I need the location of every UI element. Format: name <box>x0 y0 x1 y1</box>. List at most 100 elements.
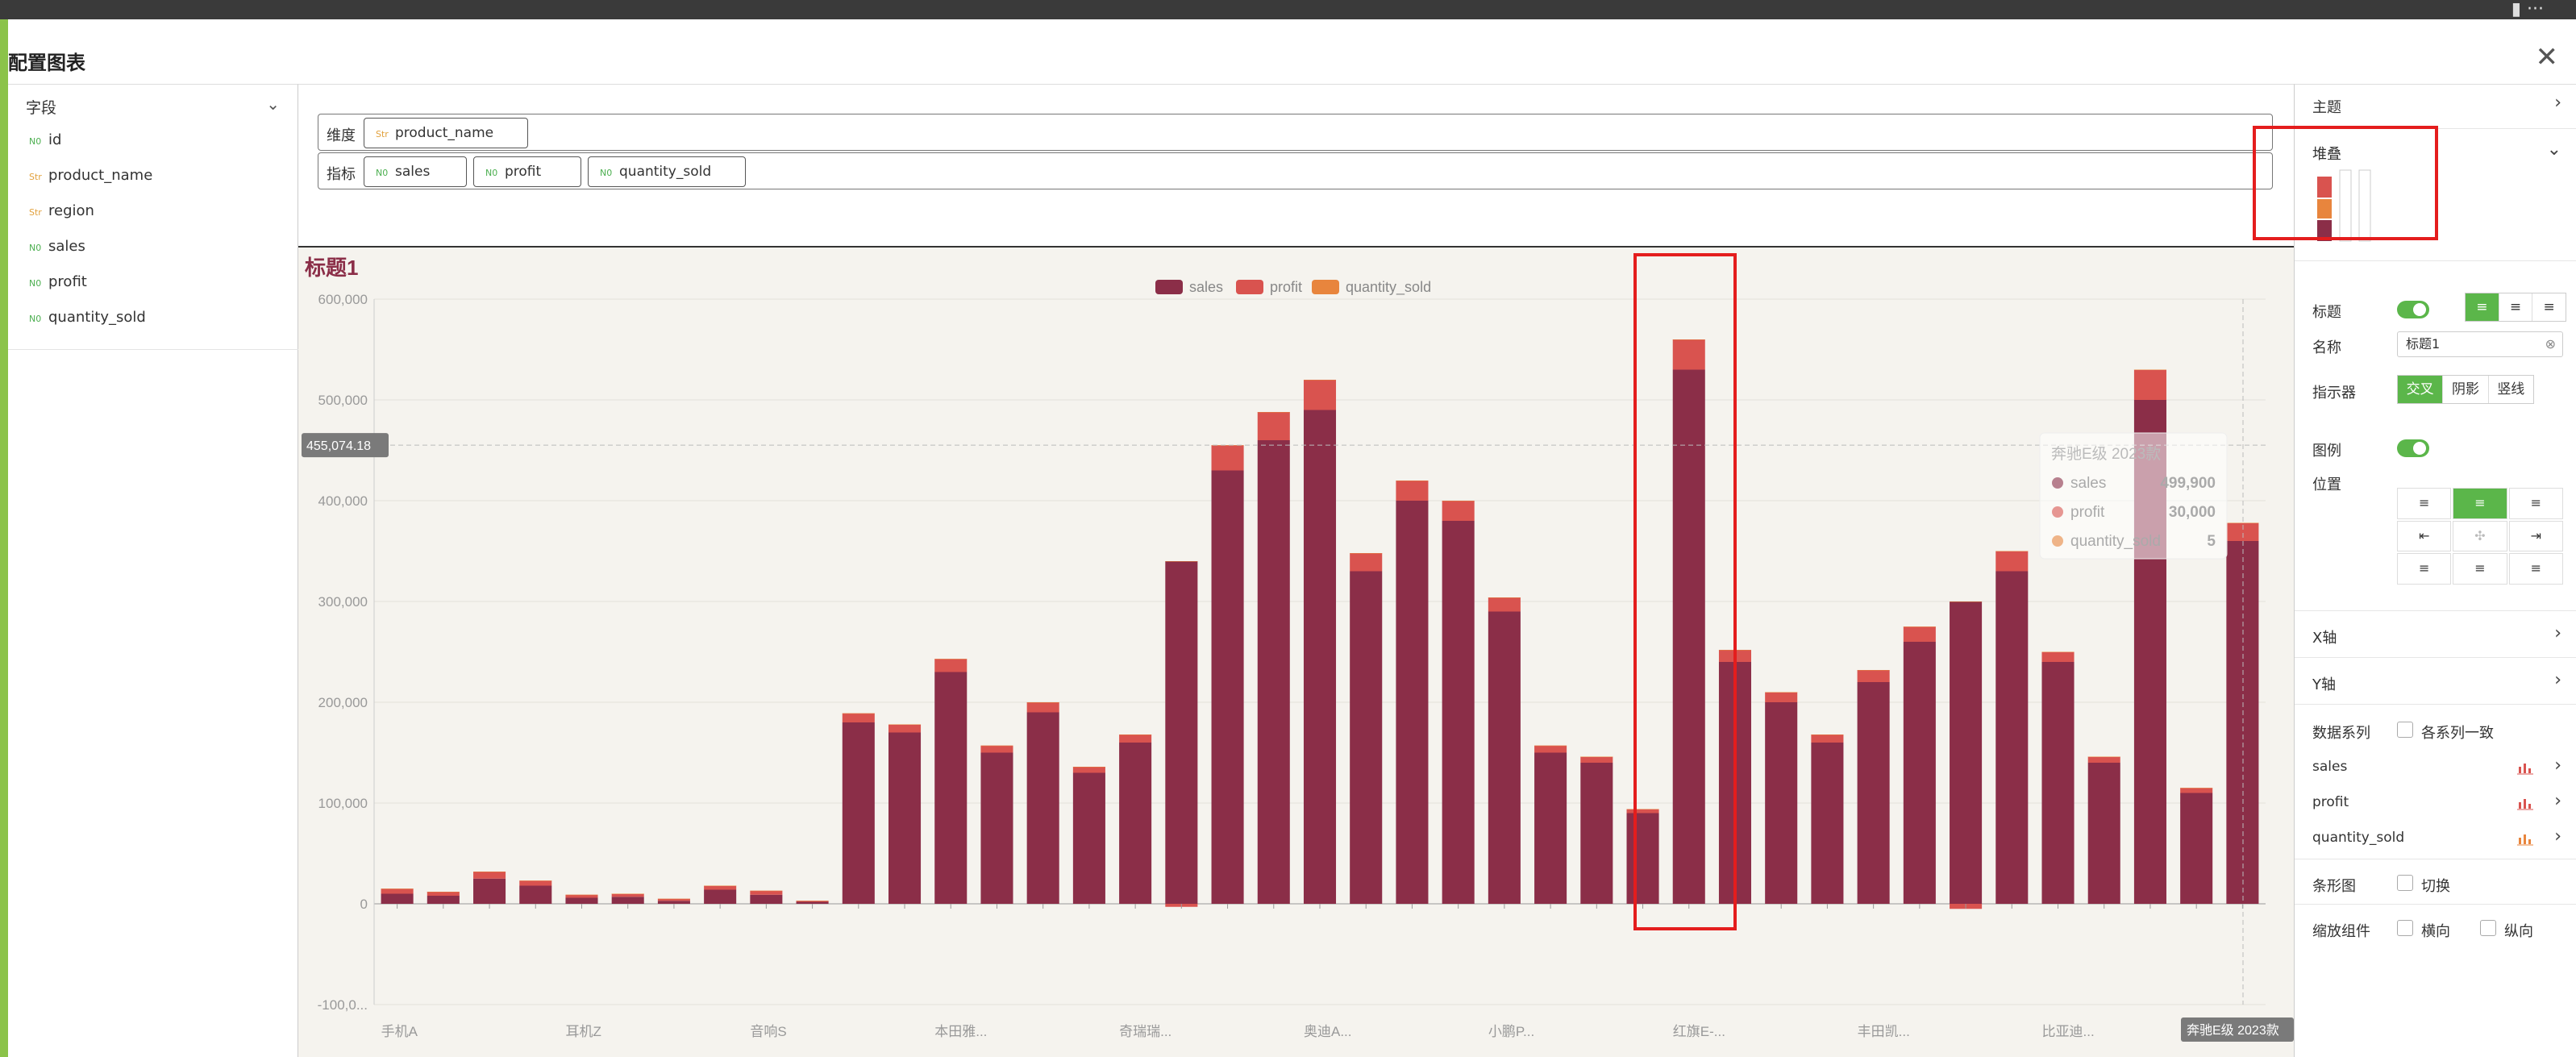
field-item-product-name[interactable]: Str product_name <box>29 167 152 184</box>
tooltip-marker <box>2052 535 2063 547</box>
chevron-right-icon[interactable]: › <box>2554 826 2561 847</box>
field-item-sales[interactable]: N0 sales <box>29 238 85 255</box>
bar-profit <box>611 893 644 897</box>
number-type-icon: N0 <box>29 136 42 147</box>
zoom-horizontal-checkbox[interactable] <box>2397 920 2413 936</box>
indicator-cross[interactable]: 交叉 <box>2398 376 2444 403</box>
position-top-center[interactable]: ≡ <box>2453 488 2507 519</box>
position-top-left[interactable]: ≡ <box>2397 488 2452 519</box>
x-tick-label: 奇瑞瑞... <box>1119 1024 1171 1039</box>
series-consistent-label: 各系列一致 <box>2421 725 2494 742</box>
stack-swatch-sales <box>2317 220 2332 241</box>
number-type-icon: N0 <box>29 278 42 289</box>
measure-pill-sales[interactable]: N0 sales <box>364 156 467 187</box>
series-item-quantity-sold[interactable]: quantity_sold <box>2312 830 2405 846</box>
legend-position-grid[interactable]: ≡ ≡ ≡ ⇤ ✣ ⇥ ≡ ≡ ≡ <box>2397 488 2563 585</box>
stack-option-3[interactable] <box>2358 169 2371 242</box>
field-item-id[interactable]: N0 id <box>29 131 61 148</box>
bar-quantity-sold <box>1903 626 1936 627</box>
string-type-icon: Str <box>376 129 389 139</box>
bar-profit <box>934 659 968 672</box>
close-icon[interactable]: ✕ <box>2535 41 2559 73</box>
tooltip-series-name: sales <box>2070 475 2106 492</box>
dimension-pill-product-name[interactable]: Str product_name <box>364 118 528 148</box>
chevron-down-icon[interactable]: ⌄ <box>266 94 280 114</box>
dimension-shelf[interactable]: 维度 Str product_name <box>318 114 2273 151</box>
align-center-icon[interactable]: ≡ <box>2499 293 2533 321</box>
chevron-down-icon[interactable]: ⌄ <box>2546 139 2561 160</box>
position-bottom-left[interactable]: ≡ <box>2397 553 2452 585</box>
field-name: quantity_sold <box>48 309 146 326</box>
measure-pill-profit[interactable]: N0 profit <box>473 156 581 187</box>
field-item-quantity-sold[interactable]: N0 quantity_sold <box>29 309 146 326</box>
chart-canvas[interactable]: 标题1 sales profit quantity_sold 600,000 500,00… <box>298 246 2294 1057</box>
position-bottom-right[interactable]: ≡ <box>2508 553 2563 585</box>
chevron-right-icon[interactable]: › <box>2554 670 2561 690</box>
tooltip-title: 奔驰E级 2023款 <box>2051 445 2161 463</box>
stack-option-2[interactable] <box>2339 169 2352 242</box>
chevron-right-icon[interactable]: › <box>2554 755 2561 776</box>
bar-profit <box>1026 702 1059 713</box>
chevron-right-icon[interactable]: › <box>2554 791 2561 811</box>
bar-quantity-sold <box>1672 339 1705 340</box>
bar-profit <box>1072 767 1105 773</box>
theme-label[interactable]: 主题 <box>2312 99 2341 116</box>
clear-icon[interactable]: ⊗ <box>2545 336 2556 352</box>
series-item-sales[interactable]: sales <box>2312 759 2348 775</box>
bar-profit <box>1442 501 1475 521</box>
bar-switch-checkbox[interactable] <box>2397 875 2413 891</box>
field-item-region[interactable]: Str region <box>29 202 94 219</box>
stacked-bar-chart[interactable]: 标题1 sales profit quantity_sold 600,000 500,00… <box>298 248 2294 1057</box>
number-type-icon: N0 <box>485 168 498 178</box>
series-item-profit[interactable]: profit <box>2312 794 2349 810</box>
bar-profit <box>1626 809 1659 814</box>
bar-profit <box>1534 745 1567 753</box>
align-right-icon[interactable]: ≡ <box>2543 299 2555 315</box>
position-middle-right[interactable]: ⇥ <box>2508 520 2563 552</box>
legend-toggle[interactable] <box>2397 439 2429 457</box>
position-bottom-center[interactable]: ≡ <box>2453 553 2507 585</box>
string-type-icon: Str <box>29 207 42 218</box>
chevron-right-icon[interactable]: › <box>2554 93 2561 113</box>
bar-chart-icon[interactable] <box>2517 796 2533 810</box>
stack-style-icons[interactable] <box>2312 169 2377 249</box>
x-tick-label: 红旗E-... <box>1673 1024 1725 1039</box>
position-top-right[interactable]: ≡ <box>2508 488 2563 519</box>
divider <box>2295 610 2576 611</box>
title-align-group[interactable]: ≡ ≡ ≡ <box>2465 293 2566 322</box>
number-type-icon: N0 <box>29 314 42 324</box>
bar-profit <box>2087 756 2120 763</box>
tooltip-box <box>2039 432 2228 560</box>
position-center[interactable]: ✣ <box>2453 520 2507 552</box>
bar-chart-icon[interactable] <box>2517 831 2533 846</box>
yaxis-label[interactable]: Y轴 <box>2312 676 2336 693</box>
measure-shelf[interactable]: 指标 N0 sales N0 profit N0 quantity_sold <box>318 152 2273 189</box>
series-label: 数据系列 <box>2312 725 2370 742</box>
bar-quantity-sold <box>1350 552 1383 554</box>
position-middle-left[interactable]: ⇤ <box>2397 520 2452 552</box>
tooltip-series-name: profit <box>2070 504 2105 521</box>
align-left-icon[interactable]: ≡ <box>2466 293 2499 321</box>
bar-quantity-sold <box>1857 669 1890 671</box>
bar-profit <box>2226 522 2259 541</box>
tooltip-value: 499,900 <box>2160 475 2216 492</box>
indicator-group[interactable]: 交叉 阴影 竖线 <box>2397 375 2534 404</box>
bar-chart-icon[interactable] <box>2517 760 2533 775</box>
stack-label[interactable]: 堆叠 <box>2312 146 2341 163</box>
indicator-shadow[interactable]: 阴影 <box>2443 376 2489 403</box>
field-item-profit[interactable]: N0 profit <box>29 273 87 290</box>
xaxis-label[interactable]: X轴 <box>2312 630 2337 647</box>
title-name-input[interactable]: 标题1 ⊗ <box>2397 331 2563 357</box>
zoom-vertical-checkbox[interactable] <box>2480 920 2496 936</box>
measure-pill-quantity-sold[interactable]: N0 quantity_sold <box>588 156 746 187</box>
indicator-line[interactable]: 竖线 <box>2497 381 2525 397</box>
zoom-horizontal-label: 横向 <box>2421 923 2450 940</box>
title-toggle[interactable] <box>2397 301 2429 318</box>
bar-profit <box>2041 651 2075 662</box>
chevron-right-icon[interactable]: › <box>2554 623 2561 643</box>
bar-profit <box>1396 481 1429 501</box>
crosshair-badge <box>302 433 389 458</box>
bar-quantity-sold <box>1211 445 1244 446</box>
series-consistent-checkbox[interactable] <box>2397 722 2413 738</box>
bar-sales <box>1811 743 1844 904</box>
